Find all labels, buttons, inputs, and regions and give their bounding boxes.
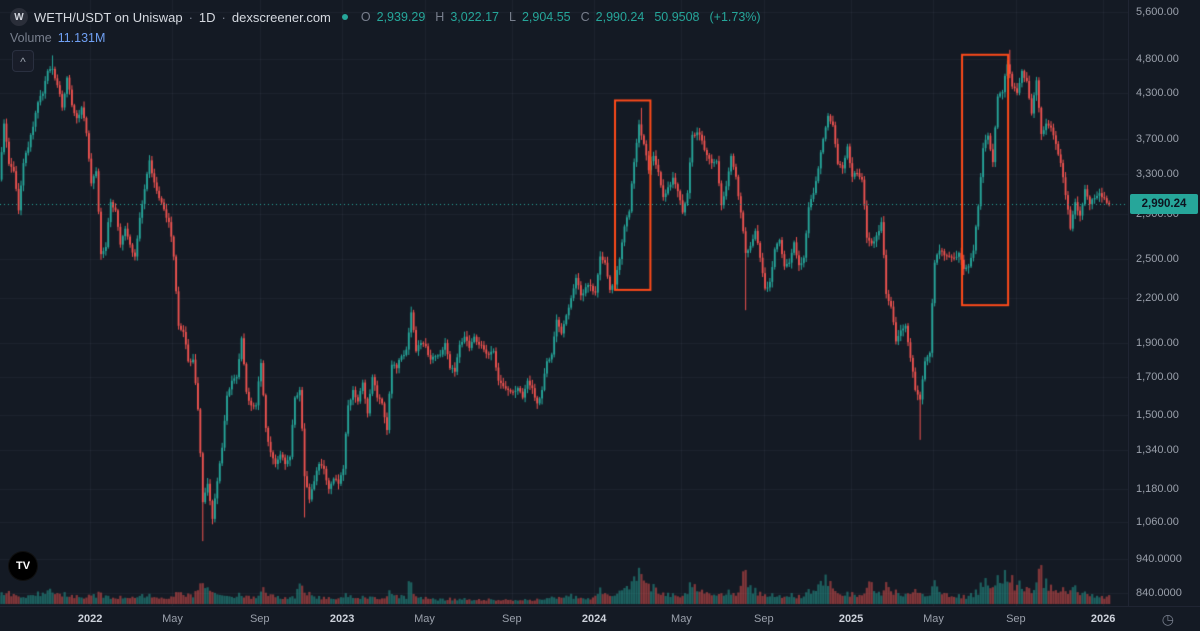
weth-token-icon[interactable]: W xyxy=(10,8,28,26)
low-label: L xyxy=(509,10,516,24)
price-axis-label: 3,300.00 xyxy=(1136,167,1179,180)
current-price-badge: 2,990.24 xyxy=(1130,194,1198,215)
price-axis[interactable]: 5,600.00 4,800.00 4,300.00 3,700.00 3,300.00… xyxy=(1128,0,1200,606)
price-axis-label: 1,500.00 xyxy=(1136,409,1179,422)
volume-value: 11.131M xyxy=(57,31,106,45)
price-axis-label: 1,900.00 xyxy=(1136,337,1179,350)
time-axis-label: May xyxy=(671,613,692,625)
price-axis-label: 1,700.00 xyxy=(1136,371,1179,384)
high-value: 3,022.17 xyxy=(450,10,499,24)
price-axis-label: 1,180.00 xyxy=(1136,482,1179,495)
tradingview-logo[interactable]: TV xyxy=(8,551,38,581)
price-change: 50.9508 xyxy=(654,10,700,24)
market-status-dot xyxy=(341,14,348,20)
time-axis-label: May xyxy=(414,613,435,625)
price-axis-label: 2,500.00 xyxy=(1136,252,1179,265)
price-axis-label: 2,200.00 xyxy=(1136,292,1179,305)
time-axis-label: May xyxy=(162,613,183,625)
price-change-percent: (+1.73%) xyxy=(709,10,761,24)
price-axis-label: 5,600.00 xyxy=(1136,6,1179,18)
price-axis-label: 1,340.00 xyxy=(1136,443,1179,456)
clock-icon[interactable]: ◷ xyxy=(1161,611,1174,627)
time-axis-label: 2023 xyxy=(329,613,355,625)
time-axis-label: 2022 xyxy=(77,613,103,625)
price-axis-label: 4,300.00 xyxy=(1136,86,1179,99)
time-axis-label: Sep xyxy=(1006,613,1026,625)
time-axis-label: May xyxy=(923,613,944,625)
time-axis-label: 2024 xyxy=(581,613,607,625)
time-axis-label: 2026 xyxy=(1090,613,1116,625)
data-source-label[interactable]: dexscreener.com xyxy=(231,9,331,25)
close-value: 2,990.24 xyxy=(595,10,645,24)
time-axis-label: Sep xyxy=(754,613,774,625)
symbol-legend: W WETH/USDT on Uniswap · 1D · dexscreene… xyxy=(10,8,761,26)
price-chart-canvas[interactable] xyxy=(0,0,1128,606)
interval-label[interactable]: 1D xyxy=(198,9,216,25)
price-axis-label: 3,700.00 xyxy=(1136,132,1179,145)
low-value: 2,904.55 xyxy=(521,10,571,24)
separator-dot: · xyxy=(188,9,193,25)
price-axis-label: 1,060.00 xyxy=(1136,515,1179,528)
separator-dot: · xyxy=(221,9,226,25)
time-axis-label: Sep xyxy=(249,613,270,625)
time-axis-label: Sep xyxy=(501,613,522,625)
high-label: H xyxy=(435,10,445,24)
open-value: 2,939.29 xyxy=(376,10,426,24)
volume-label: Volume xyxy=(10,31,52,45)
time-axis-label: 2025 xyxy=(838,613,864,625)
price-axis-label: 4,800.00 xyxy=(1136,53,1179,66)
time-axis[interactable]: ◷ 2022 May Sep 2023 May Sep 2024 May Sep 2025 May S… xyxy=(0,606,1200,631)
symbol-title[interactable]: WETH/USDT on Uniswap xyxy=(34,9,183,25)
open-label: O xyxy=(360,10,371,24)
legend-collapse-button[interactable]: ^ xyxy=(12,50,34,72)
volume-legend: Volume 11.131M xyxy=(10,31,105,45)
price-axis-label: 840.0000 xyxy=(1136,587,1182,599)
price-axis-label: 940.0000 xyxy=(1136,552,1182,565)
close-label: C xyxy=(580,10,590,24)
